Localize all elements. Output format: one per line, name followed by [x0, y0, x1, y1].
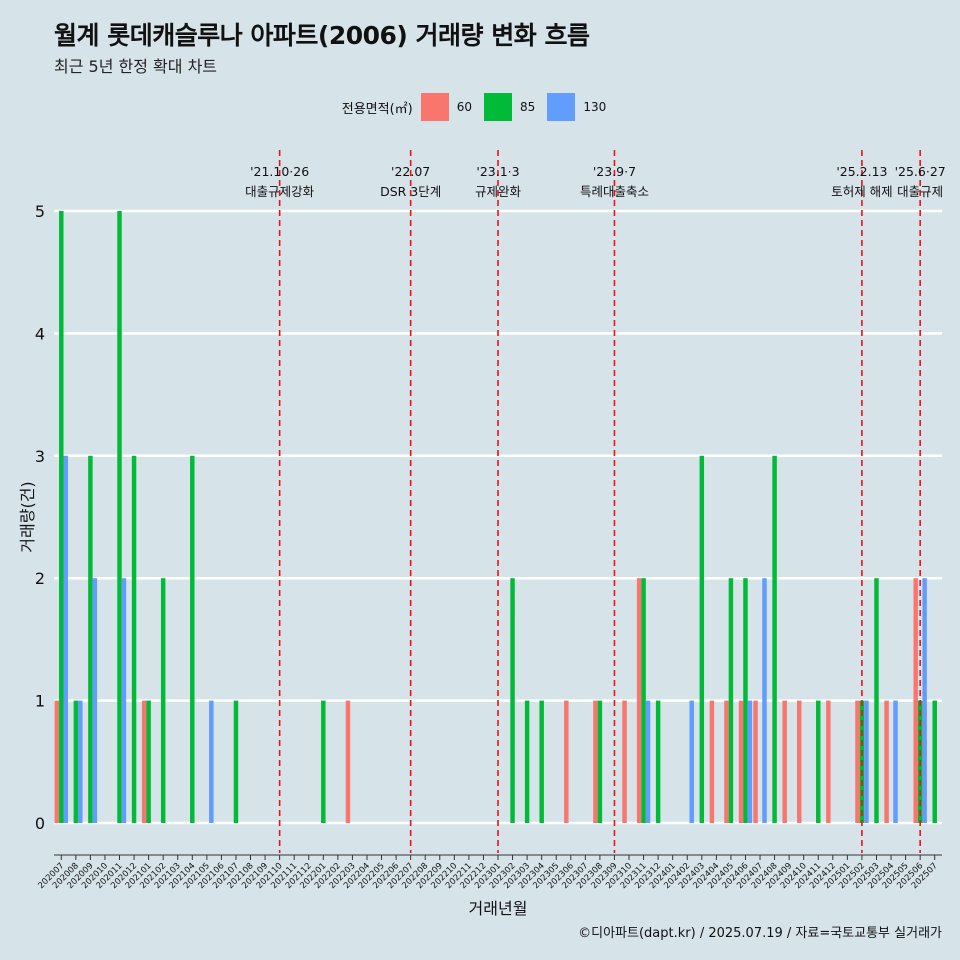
bar-130-202008: [78, 700, 83, 823]
bar-85-202503: [874, 578, 879, 823]
legend-swatch-130: [547, 93, 576, 121]
bar-85-202101: [146, 700, 151, 823]
bar-85-202408: [772, 455, 777, 823]
bar-130-202506: [922, 578, 927, 823]
bar-130-202311: [645, 700, 651, 823]
bar-85-202007: [59, 211, 64, 823]
y-tick-label: 0: [35, 814, 45, 833]
bar-60-202502: [855, 700, 860, 823]
bar-130-202105: [209, 700, 214, 823]
bar-60-202101: [141, 700, 147, 823]
bar-130-202406: [747, 700, 753, 823]
bar-85-202102: [160, 578, 166, 823]
bar-60-202406: [738, 700, 744, 823]
legend-title: 전용면적(㎡): [341, 101, 413, 117]
bar-85-202312: [655, 700, 661, 823]
bar-130-202011: [121, 578, 127, 823]
bar-60-202310: [622, 700, 627, 823]
legend-item-85: 85: [484, 93, 535, 121]
bar-60-202308: [593, 700, 598, 823]
bar-85-202303: [524, 700, 530, 823]
legend: 전용면적(㎡) 60 85 130: [0, 93, 960, 121]
bar-60-202405: [724, 700, 729, 823]
bar-85-202406: [743, 578, 748, 823]
bar-60-202404: [709, 700, 715, 823]
bar-60-202410: [797, 700, 802, 823]
bar-60-202311: [636, 578, 642, 823]
bar-130-202407: [762, 578, 767, 823]
y-tick-label: 3: [35, 447, 45, 466]
bar-60-202412: [826, 700, 831, 823]
y-tick-label: 1: [35, 692, 45, 711]
event-name-label: DSR 3단계: [380, 184, 441, 199]
event-date-label: '23.9·7: [593, 164, 636, 179]
event-date-label: '25.2.13: [836, 164, 887, 179]
bar-85-202201: [321, 700, 326, 823]
bar-85-202107: [233, 700, 239, 823]
y-tick-label: 2: [35, 569, 45, 588]
y-axis-title: 거래량(건): [18, 481, 37, 552]
source-caption: ©디아파트(dapt.kr) / 2025.07.19 / 자료=국토교통부 실…: [578, 926, 942, 941]
event-date-label: '21.10·26: [250, 164, 309, 179]
bar-130-202402: [689, 700, 694, 823]
bar-60-202407: [753, 700, 758, 823]
legend-label-130: 130: [583, 100, 607, 114]
bar-130-202009: [92, 578, 98, 823]
bar-60-202506: [913, 578, 918, 823]
bar-130-202007: [63, 455, 68, 823]
bar-85-202104: [190, 455, 195, 823]
bar-60-202203: [345, 700, 351, 823]
bar-130-202502: [864, 700, 869, 823]
event-name-label: 규제완화: [475, 184, 522, 199]
event-name-label: 특례대출축소: [580, 184, 649, 199]
legend-item-130: 130: [547, 93, 606, 121]
bar-85-202308: [597, 700, 603, 823]
bar-60-202007: [54, 700, 60, 823]
bar-85-202405: [728, 578, 734, 823]
bar-85-202411: [816, 700, 821, 823]
bar-130-202504: [893, 700, 898, 823]
chart-title: 월계 롯데캐슬루나 아파트(2006) 거래량 변화 흐름: [54, 21, 590, 50]
bar-85-202304: [539, 700, 544, 823]
chart-subtitle: 최근 5년 한정 확대 차트: [54, 57, 218, 76]
bar-85-202008: [73, 700, 79, 823]
x-axis-title: 거래년월: [469, 899, 528, 918]
y-tick-label: 5: [35, 202, 45, 221]
bar-60-202504: [884, 700, 889, 823]
bar-60-202409: [782, 700, 787, 823]
event-date-label: '25.6·27: [895, 164, 946, 179]
legend-item-60: 60: [420, 93, 473, 121]
y-tick-label: 4: [35, 324, 45, 343]
event-date-label: '22.07: [391, 164, 430, 179]
bar-85-202302: [510, 578, 515, 823]
legend-label-60: 60: [456, 100, 473, 114]
bar-85-202507: [932, 700, 937, 823]
bar-60-202306: [564, 700, 569, 823]
bar-85-202311: [641, 578, 646, 823]
event-name-label: 대출규제강화: [245, 184, 315, 199]
event-date-label: '23.1·3: [476, 164, 519, 179]
legend-label-85: 85: [520, 100, 536, 114]
event-name-label: 대출규제: [897, 184, 943, 199]
bar-85-202403: [699, 455, 705, 823]
event-name-label: 토허제 해제: [831, 184, 892, 199]
legend-swatch-85: [484, 93, 513, 121]
bar-85-202009: [88, 455, 93, 823]
bar-85-202011: [117, 211, 122, 823]
bar-85-202012: [131, 455, 137, 823]
legend-swatch-60: [420, 93, 449, 121]
